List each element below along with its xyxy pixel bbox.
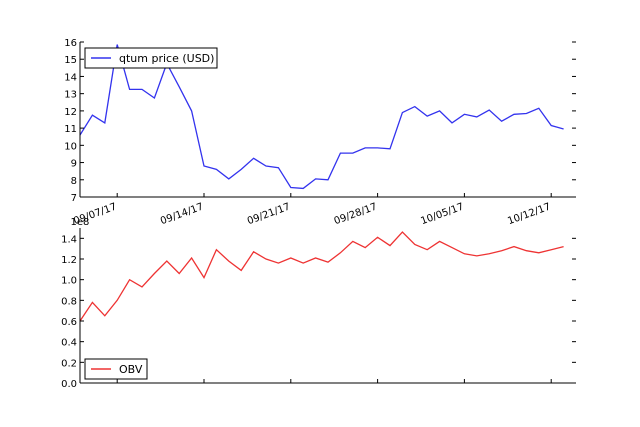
- y-tick-label: 10: [64, 141, 77, 152]
- legend-label: qtum price (USD): [119, 52, 214, 65]
- y-tick-label: 11: [64, 124, 77, 135]
- legend-box: [84, 47, 218, 69]
- y-tick-label: 0.0: [61, 379, 77, 390]
- series-line-0-0: [79, 44, 564, 190]
- series-line-1-0: [79, 231, 564, 322]
- y-tick-label: 13: [64, 90, 77, 101]
- legend: OBV: [84, 358, 148, 380]
- y-tick-label: 7: [71, 193, 77, 204]
- y-tick-label: 16: [64, 38, 77, 49]
- legend-label: OBV: [119, 363, 143, 376]
- y-tick-label: 1.2: [61, 255, 77, 266]
- y-tick-label: 15: [64, 55, 77, 66]
- y-scale-label: 1e8: [71, 217, 90, 228]
- y-tick-label: 9: [71, 159, 77, 170]
- obv-chart-panel: 0.0 0.2 0.4 0.6 0.8 1.0 1.2 1.4 1e8 OBV: [61, 217, 576, 390]
- y-tick-label: 12: [64, 107, 77, 118]
- y-tick-label: 0.4: [61, 338, 77, 349]
- y-tick-label: 1.4: [61, 234, 77, 245]
- y-tick-label: 0.6: [61, 317, 77, 328]
- y-tick-label: 0.8: [61, 296, 77, 307]
- y-tick-label: 14: [64, 72, 77, 83]
- legend: qtum price (USD): [84, 47, 218, 69]
- y-tick-label: 8: [71, 176, 77, 187]
- y-tick-label: 1.0: [61, 276, 77, 287]
- y-tick-label: 0.2: [61, 358, 77, 369]
- legend-box: [84, 358, 148, 380]
